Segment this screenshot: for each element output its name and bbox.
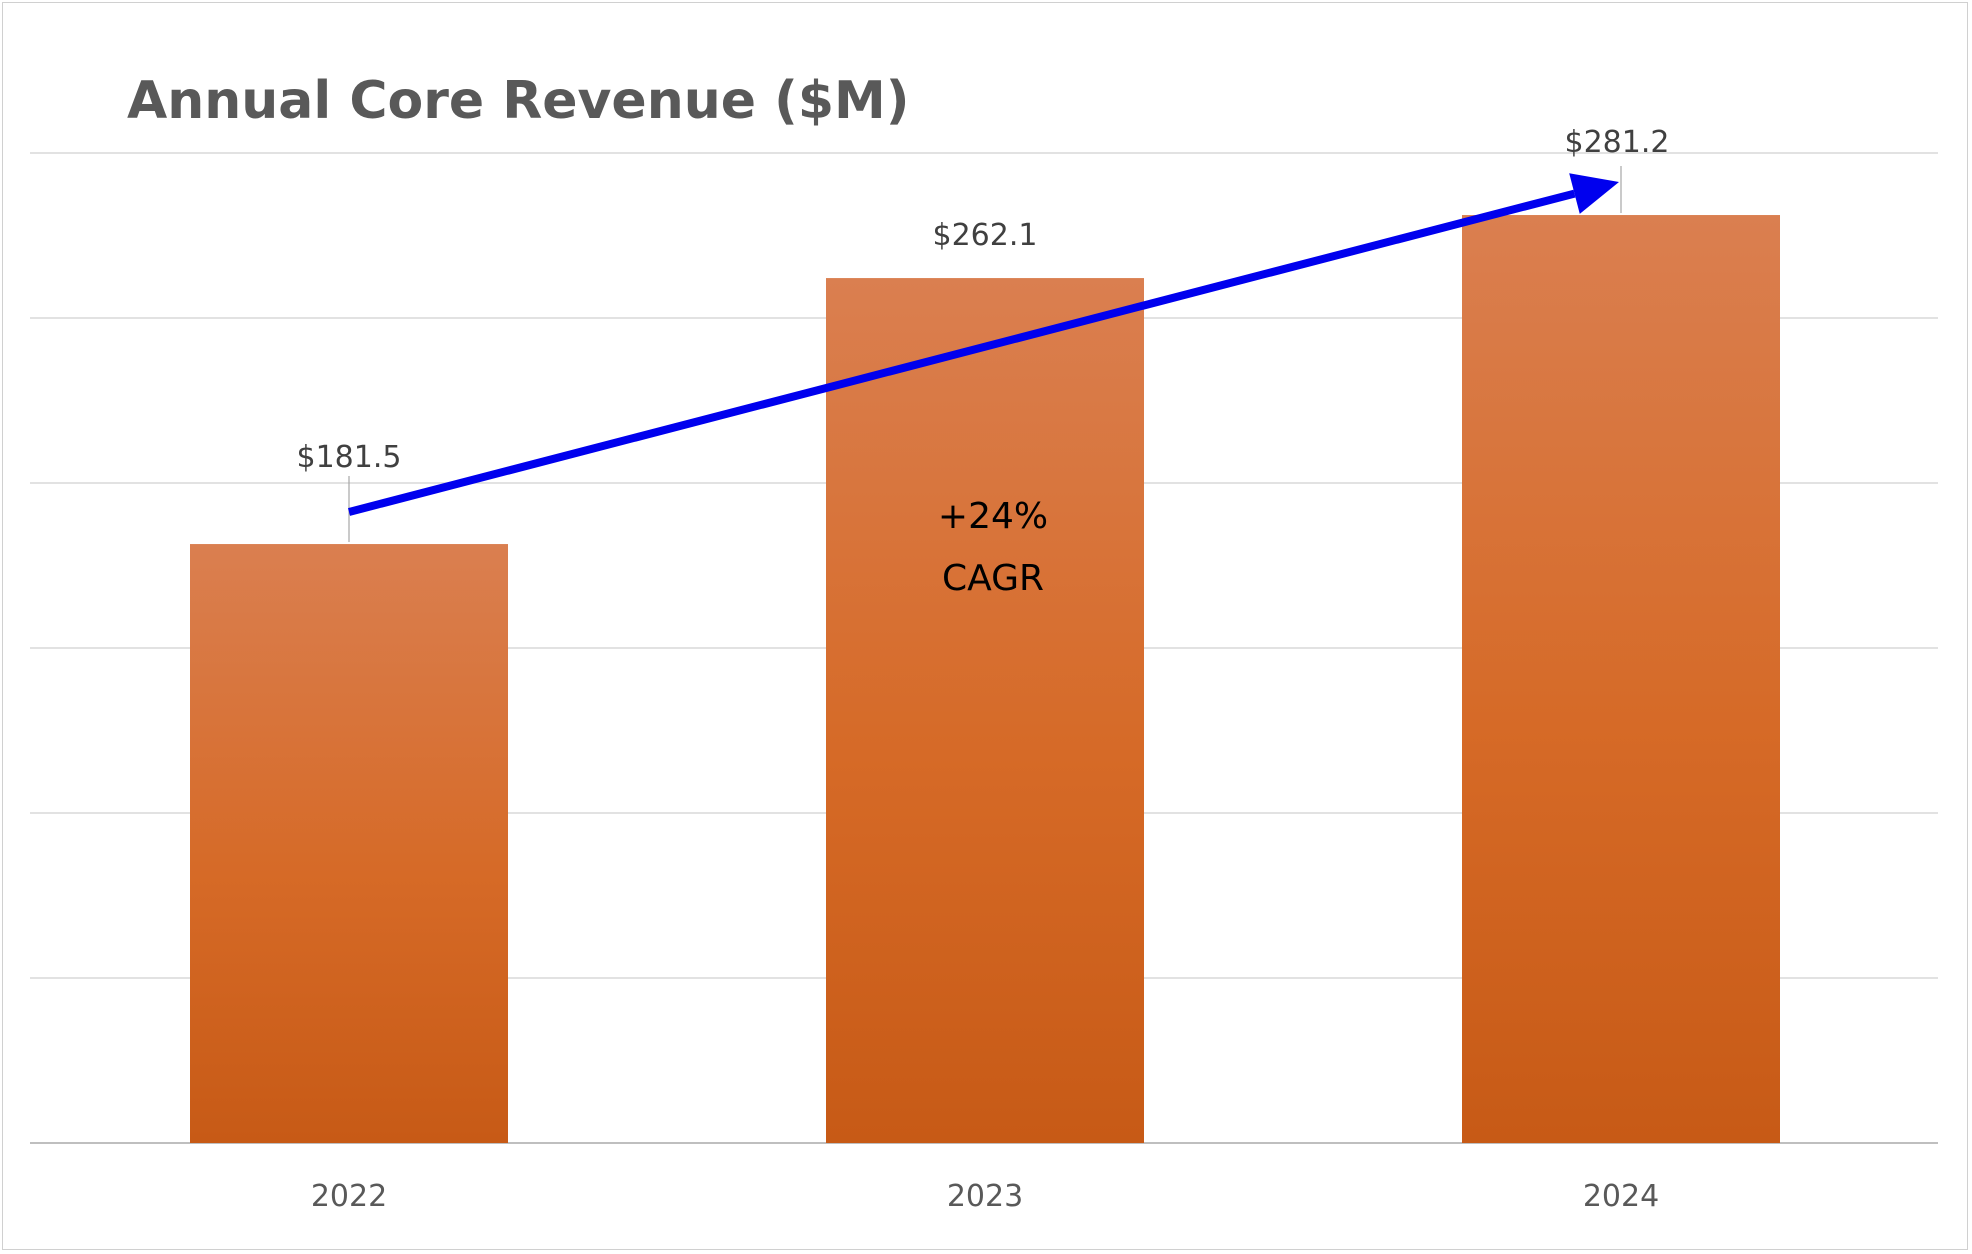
chart-title: Annual Core Revenue ($M): [127, 71, 910, 131]
cagr-label-line1: +24%: [938, 496, 1048, 537]
bar-2022: [190, 544, 508, 1143]
growth-arrow-shaft: [347, 189, 1576, 516]
data-labels: $181.5 $262.1 $281.2: [297, 125, 1670, 475]
x-tick-2024: 2024: [1583, 1179, 1659, 1214]
bars: [190, 215, 1780, 1144]
growth-arrow: [347, 173, 1619, 516]
cagr-label-line2: CAGR: [942, 558, 1044, 599]
bar-2023: [826, 278, 1144, 1143]
x-tick-labels: 2022 2023 2024: [311, 1179, 1659, 1214]
data-label-2023: $262.1: [933, 218, 1038, 253]
data-label-2024: $281.2: [1565, 125, 1670, 160]
x-tick-2022: 2022: [311, 1179, 387, 1214]
bar-2024: [1462, 215, 1780, 1144]
data-label-2022: $181.5: [297, 440, 402, 475]
x-tick-2023: 2023: [947, 1179, 1023, 1214]
growth-arrow-head: [1569, 173, 1619, 214]
